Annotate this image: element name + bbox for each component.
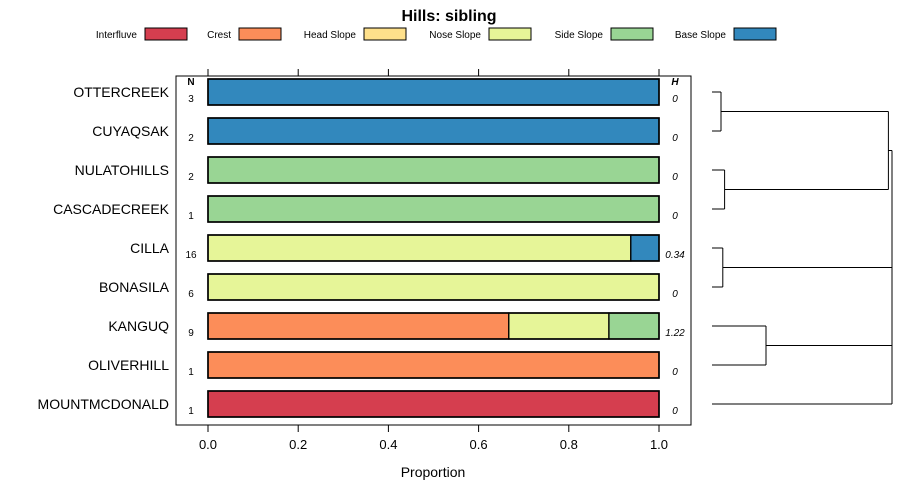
plot-frame (175, 75, 692, 426)
dendrogram (712, 91, 893, 405)
x-tick-label: 1.0 (650, 437, 668, 452)
legend-label-nose-slope: Nose Slope (429, 30, 481, 41)
bar-segment-crest (207, 351, 660, 379)
row-count: 1 (188, 211, 194, 222)
bar-segment-side-slope (608, 312, 660, 340)
row-label: BONASILA (99, 279, 170, 295)
row-label: CASCADECREEK (53, 201, 170, 217)
legend: Interfluve Crest Head Slope Nose Slope Side … (96, 27, 777, 41)
row-count: 1 (188, 406, 194, 417)
row-bonasila: BONASILA 6 0 (99, 273, 678, 301)
x-tick-label: 0.6 (470, 437, 488, 452)
legend-swatch-crest (238, 27, 282, 41)
row-cascadecreek: CASCADECREEK 1 0 (53, 195, 678, 223)
row-nulatohills: NULATOHILLS 2 0 (75, 156, 678, 184)
row-cilla: CILLA 16 0.34 (130, 234, 685, 262)
bar-segment-base-slope (207, 117, 660, 145)
top-axis-ticks (207, 69, 660, 76)
bar-outline (207, 351, 660, 379)
row-count: 1 (188, 367, 194, 378)
legend-swatch-nose-slope (488, 27, 532, 41)
legend-label-interfluve: Interfluve (96, 30, 138, 41)
row-count: 2 (188, 133, 194, 144)
legend-label-side-slope: Side Slope (555, 30, 604, 41)
bar-segment-nose-slope (508, 312, 610, 340)
bar-outline (207, 78, 660, 106)
row-label: CUYAQSAK (92, 123, 169, 139)
row-entropy: 0 (672, 172, 678, 183)
bar-outline (207, 117, 660, 145)
x-axis-label: Proportion (401, 464, 466, 480)
bar-segment-base-slope (630, 234, 660, 262)
x-axis: 0.0 0.2 0.4 0.6 0.8 1.0 (199, 425, 668, 452)
row-kanguq: KANGUQ 9 1.22 (108, 312, 685, 340)
row-entropy: 0 (672, 406, 678, 417)
bar-segment-interfluve (207, 390, 660, 418)
legend-label-crest: Crest (207, 30, 231, 41)
row-label: OTTERCREEK (73, 84, 169, 100)
row-count: 2 (188, 172, 194, 183)
row-count: 6 (188, 289, 194, 300)
count-header: N (187, 77, 194, 88)
x-tick-label: 0.0 (199, 437, 217, 452)
row-entropy: 0 (672, 289, 678, 300)
bar-segment-base-slope (207, 78, 660, 106)
row-oliverhill: OLIVERHILL 1 0 (88, 351, 678, 379)
bar-outline (207, 390, 660, 418)
row-entropy: 0 (672, 367, 678, 378)
row-entropy: 0 (672, 133, 678, 144)
legend-swatch-side-slope (610, 27, 654, 41)
bar-segment-nose-slope (207, 234, 632, 262)
bar-segment-side-slope (207, 156, 660, 184)
row-label: MOUNTMCDONALD (38, 396, 169, 412)
chart-title: Hills: sibling (401, 8, 496, 25)
legend-label-head-slope: Head Slope (304, 30, 357, 41)
bar-segment-side-slope (207, 195, 660, 223)
row-label: NULATOHILLS (75, 162, 169, 178)
x-tick-label: 0.4 (379, 437, 397, 452)
bar-segment-nose-slope (207, 273, 660, 301)
bar-outline (207, 273, 660, 301)
bar-outline (207, 195, 660, 223)
row-entropy: 0.34 (665, 250, 685, 261)
row-entropy: 0 (672, 211, 678, 222)
row-ottercreek: OTTERCREEK 3 0 (73, 78, 678, 106)
x-tick-label: 0.8 (560, 437, 578, 452)
bar-outline (207, 234, 660, 262)
x-tick-label: 0.2 (289, 437, 307, 452)
row-count: 3 (188, 94, 194, 105)
row-mountmcdonald: MOUNTMCDONALD 1 0 (38, 390, 678, 418)
row-count: 16 (185, 250, 197, 261)
row-cuyaqsak: CUYAQSAK 2 0 (92, 117, 678, 145)
entropy-header: H (671, 77, 679, 88)
legend-label-base-slope: Base Slope (675, 30, 727, 41)
legend-swatch-interfluve (144, 27, 188, 41)
row-label: OLIVERHILL (88, 357, 169, 373)
row-label: CILLA (130, 240, 170, 256)
row-entropy: 1.22 (665, 328, 685, 339)
bar-outline (207, 156, 660, 184)
legend-swatch-head-slope (363, 27, 407, 41)
legend-swatch-base-slope (733, 27, 777, 41)
bar-outline (207, 312, 660, 340)
row-entropy: 0 (672, 94, 678, 105)
row-count: 9 (188, 328, 194, 339)
row-label: KANGUQ (108, 318, 169, 334)
bar-segment-crest (207, 312, 510, 340)
